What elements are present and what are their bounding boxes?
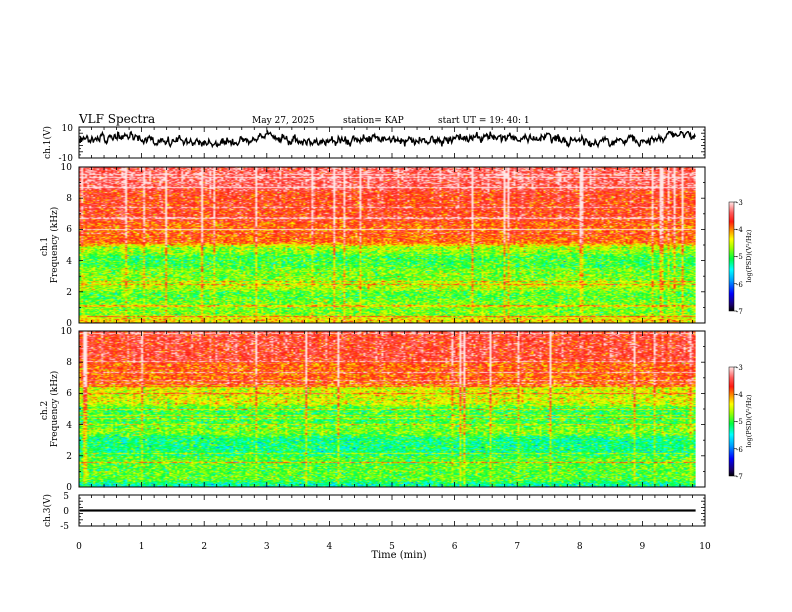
ch1-waveform-border — [78, 126, 706, 159]
x-tick-label: 3 — [264, 542, 270, 552]
ch1-spectrogram-border — [78, 166, 706, 324]
x-tick-label: 4 — [327, 542, 333, 552]
x-tick-label: 8 — [577, 542, 583, 552]
ch1-colorbar: -3 -4 -5 -6 -7 log(PSD)(V²/Hz) — [728, 199, 753, 316]
ch2-spectrogram-ylabel: ch.2 Frequency (kHz) — [40, 371, 60, 448]
ch1-spectrogram-panel: 0 2 4 6 8 10 ch.1 Frequency (kHz) — [40, 163, 706, 329]
ch2-colorbar-tick-m4: -4 — [736, 391, 743, 399]
ch1-colorbar-gradient — [728, 201, 735, 312]
x-tick-label: 7 — [514, 542, 520, 552]
ch1-spectrogram-image — [79, 167, 696, 323]
ch1-ytick-bottom: -10 — [59, 154, 74, 164]
x-tick-label: 5 — [389, 542, 395, 552]
ch2-colorbar-gradient — [728, 366, 735, 477]
date-label: May 27, 2025 — [252, 116, 315, 126]
x-axis-label: Time (min) — [371, 550, 426, 561]
ch1-freq-tick-0: 0 — [66, 319, 72, 329]
ch2-colorbar: -3 -4 -5 -6 -7 log(PSD)(V²/Hz) — [728, 364, 753, 481]
ch1-colorbar-label: log(PSD)(V²/Hz) — [745, 229, 753, 282]
ch3-ytick-5: 5 — [63, 492, 69, 502]
ch2-ylabel-line2: Frequency (kHz) — [49, 371, 60, 448]
ch1-waveform-trace — [79, 129, 696, 149]
ch1-colorbar-tick-m6: -6 — [736, 281, 743, 289]
start-time-label: start UT = 19: 40: 1 — [438, 116, 530, 126]
ch2-colorbar-tick-m5: -5 — [736, 418, 743, 426]
ch3-waveform-border — [78, 494, 706, 527]
ch2-spectrogram-image — [79, 331, 696, 487]
ch2-freq-tick-6: 6 — [66, 389, 72, 399]
ch1-freq-tick-2: 2 — [66, 288, 72, 298]
ch3-ytick-0: 0 — [63, 507, 69, 517]
ch3-ylabel: ch.3(V) — [42, 494, 53, 527]
ch1-freq-tick-8: 8 — [66, 194, 72, 204]
figure-title: VLF Spectra — [78, 112, 155, 126]
x-tick-label: 6 — [452, 542, 458, 552]
ch2-colorbar-label: log(PSD)(V²/Hz) — [745, 394, 753, 447]
ch2-freq-tick-4: 4 — [66, 421, 72, 431]
ch1-freq-tick-6: 6 — [66, 225, 72, 235]
ch3-ytick-minus5: -5 — [60, 522, 69, 532]
station-label: station= KAP — [343, 116, 404, 126]
ch1-ylabel-line2: Frequency (kHz) — [49, 207, 60, 284]
x-tick-label: 0 — [76, 542, 82, 552]
ch1-freq-tick-4: 4 — [66, 257, 72, 267]
x-tick-label: 9 — [640, 542, 646, 552]
ch2-spectrogram-border — [78, 330, 706, 488]
ch1-colorbar-tick-m3: -3 — [736, 199, 743, 207]
ch1-waveform-panel: 10 -10 ch.1(V) — [42, 124, 706, 164]
ch2-freq-tick-0: 0 — [66, 483, 72, 493]
ch2-colorbar-tick-m6: -6 — [736, 446, 743, 454]
ch3-waveform-trace — [80, 509, 696, 512]
ch2-colorbar-tick-m3: -3 — [736, 364, 743, 372]
ch2-freq-tick-2: 2 — [66, 452, 72, 462]
ch2-colorbar-ticks — [734, 366, 737, 477]
ch2-colorbar-tick-m7: -7 — [736, 473, 743, 481]
ch3-waveform-panel: 5 0 -5 ch.3(V) — [42, 492, 706, 532]
ch2-spectrogram-panel: 0 2 4 6 8 10 ch.2 Frequency (kHz) — [40, 327, 706, 493]
ch2-ylabel-line1: ch.2 — [40, 401, 50, 420]
ch2-freq-tick-10: 10 — [61, 327, 73, 337]
ch1-colorbar-tick-m5: -5 — [736, 253, 743, 261]
ch1-ylabel: ch.1(V) — [42, 126, 53, 159]
x-tick-label: 2 — [201, 542, 207, 552]
ch1-ylabel-line1: ch.1 — [40, 237, 50, 256]
ch1-ytick-top: 10 — [62, 124, 74, 134]
x-tick-label: 10 — [699, 542, 711, 552]
ch1-colorbar-ticks — [734, 201, 737, 312]
ch1-colorbar-tick-m7: -7 — [736, 308, 743, 316]
ch2-freq-tick-8: 8 — [66, 358, 72, 368]
ch1-colorbar-tick-m4: -4 — [736, 226, 743, 234]
x-axis-tick-labels: 0 1 2 3 4 5 6 7 8 9 10 — [76, 542, 711, 552]
ch1-freq-tick-10: 10 — [61, 163, 73, 173]
ch1-spectrogram-ylabel: ch.1 Frequency (kHz) — [40, 207, 60, 284]
x-tick-label: 1 — [139, 542, 145, 552]
